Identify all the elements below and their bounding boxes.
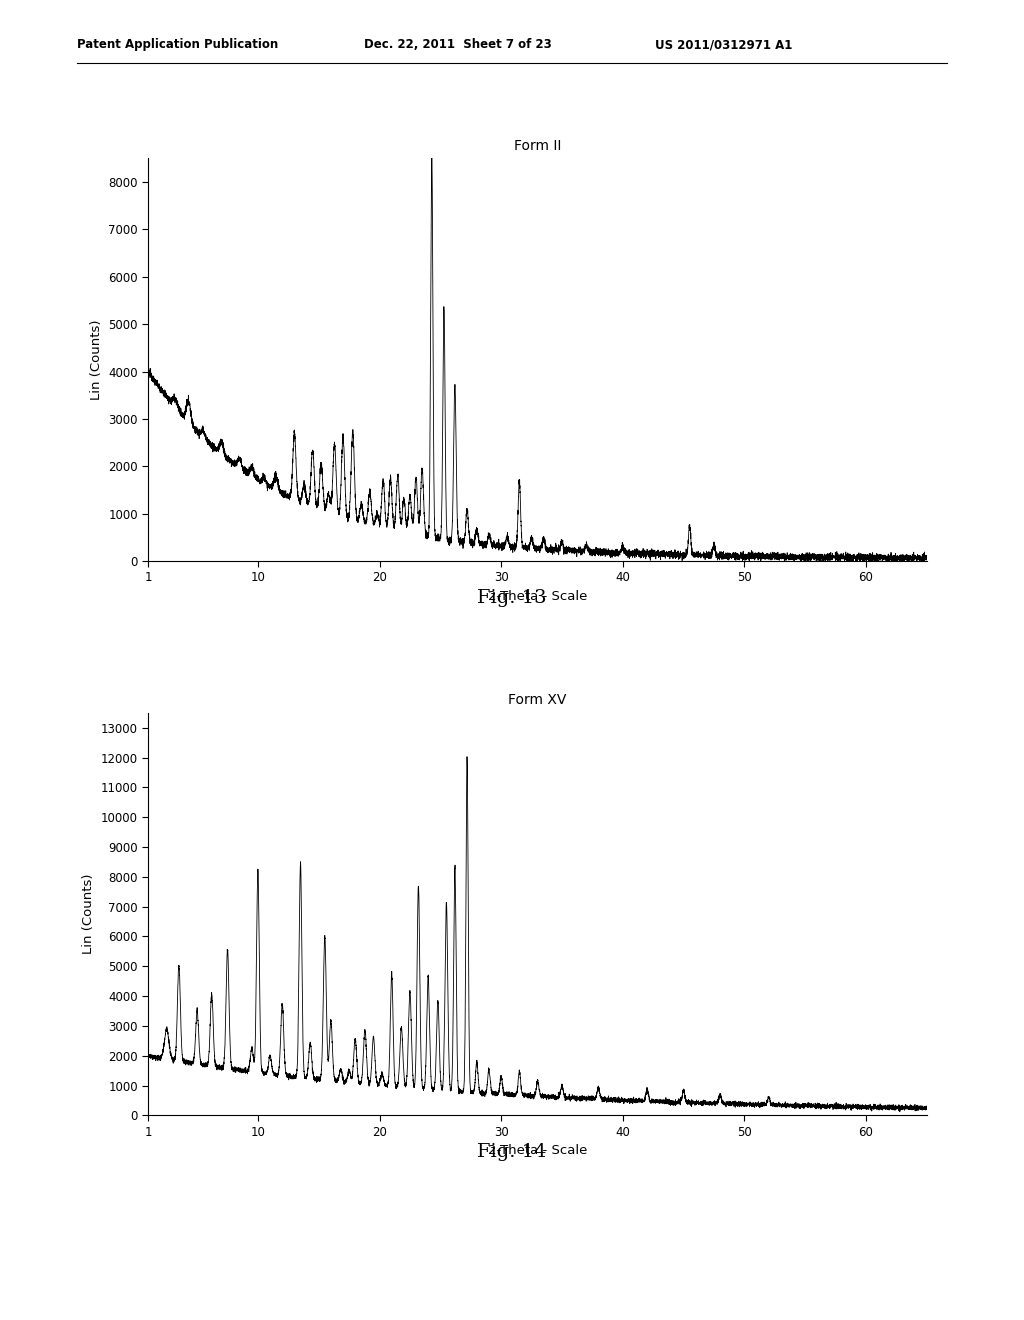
X-axis label: 2-Theta - Scale: 2-Theta - Scale: [487, 590, 588, 603]
Text: Fig. 14: Fig. 14: [477, 1143, 547, 1162]
Text: Fig. 13: Fig. 13: [477, 589, 547, 607]
Y-axis label: Lin (Counts): Lin (Counts): [90, 319, 102, 400]
Y-axis label: Lin (Counts): Lin (Counts): [82, 874, 95, 954]
Text: Patent Application Publication: Patent Application Publication: [77, 38, 279, 51]
X-axis label: 2-Theta - Scale: 2-Theta - Scale: [487, 1144, 588, 1158]
Text: Dec. 22, 2011  Sheet 7 of 23: Dec. 22, 2011 Sheet 7 of 23: [364, 38, 551, 51]
Title: Form XV: Form XV: [508, 693, 567, 708]
Title: Form II: Form II: [514, 139, 561, 153]
Text: US 2011/0312971 A1: US 2011/0312971 A1: [655, 38, 793, 51]
